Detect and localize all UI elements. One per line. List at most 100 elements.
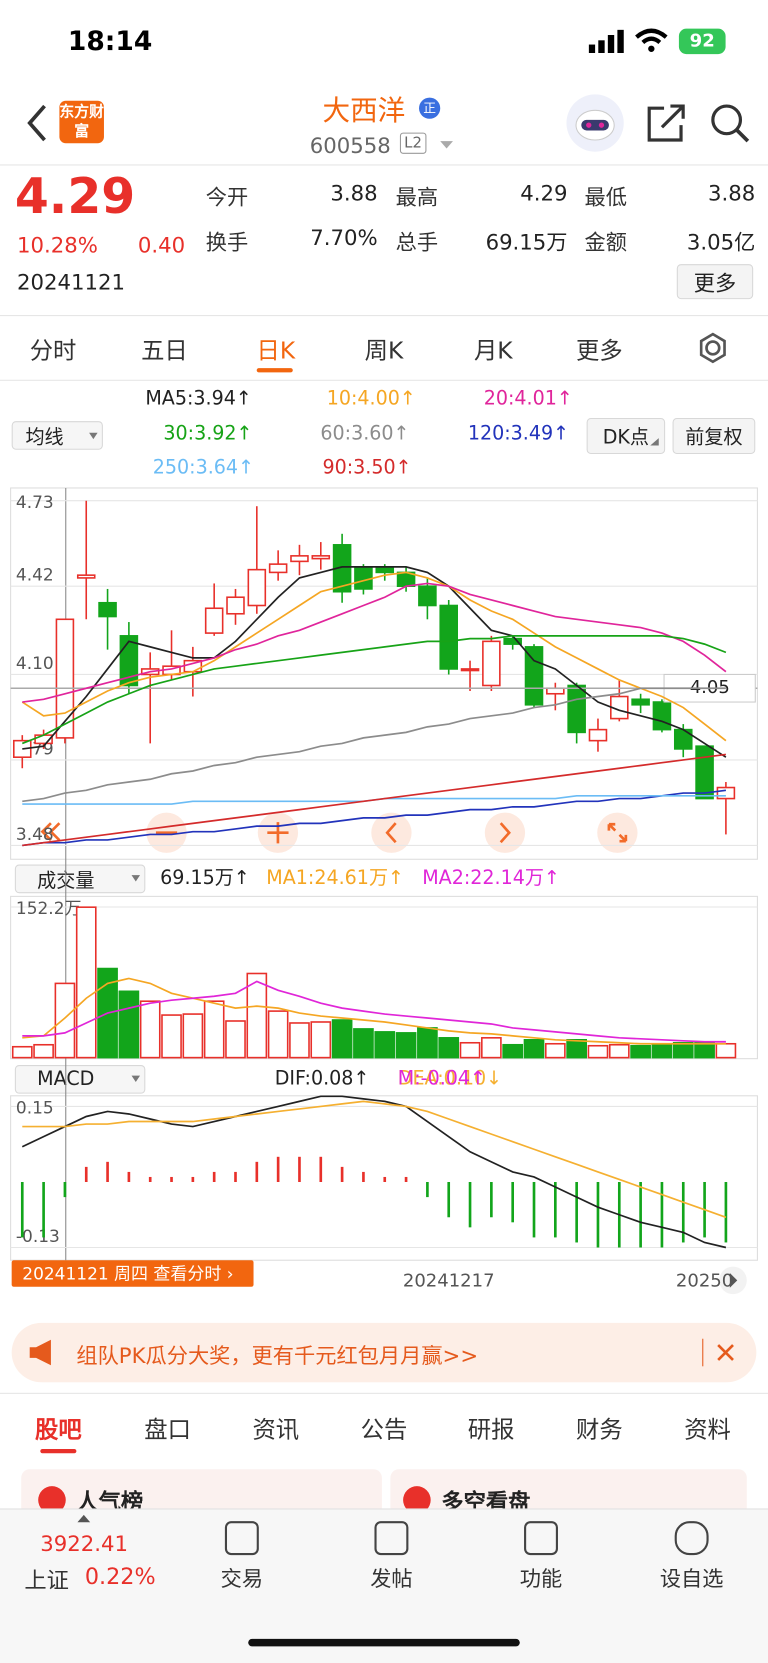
volume-bar (289, 1022, 310, 1059)
volume-bar (161, 1014, 182, 1059)
section-tab[interactable]: 资讯 (252, 1417, 300, 1444)
banner-close[interactable] (716, 1343, 735, 1362)
section-tab[interactable]: 研报 (467, 1417, 515, 1444)
y-tick-label: 3.48 (16, 825, 54, 845)
megaphone-icon (29, 1339, 51, 1366)
index-change[interactable]: 0.22% (84, 1563, 156, 1590)
banner-divider (702, 1338, 704, 1367)
nav-item[interactable]: 交易 (220, 1565, 264, 1592)
ma-line (22, 753, 727, 847)
volume-bar (246, 972, 268, 1059)
section-tab-underline (40, 1449, 77, 1454)
volume-bar (353, 1028, 374, 1059)
field-label: 最低 (584, 184, 627, 211)
y-tick-label: 4.73 (16, 493, 54, 513)
stock-code: 600558 (309, 132, 391, 159)
field-label: 金额 (584, 229, 627, 255)
period-tab[interactable]: 分时 (29, 338, 77, 365)
x-tick-label: 20250 (676, 1270, 733, 1291)
legend-entry: 10:4.00↑ (327, 386, 416, 409)
volume-bar (481, 1037, 502, 1059)
candle-body (652, 701, 672, 731)
candle-body (247, 568, 267, 607)
legend-entry: 60:3.60↑ (320, 421, 409, 444)
legend-entry: 120:3.49↑ (468, 421, 569, 444)
share-button[interactable] (645, 102, 687, 144)
y-tick-label: 4.42 (16, 566, 54, 586)
period-tab[interactable]: 月K (473, 338, 513, 365)
candle-body (460, 668, 480, 672)
period-tab[interactable]: 更多 (576, 338, 623, 365)
candle-body (588, 728, 608, 742)
ma-line (22, 566, 727, 758)
field-label: 今开 (205, 184, 249, 211)
adjust-button[interactable]: 前复权 (672, 417, 756, 455)
period-tab[interactable]: 周K (364, 338, 404, 365)
index-name[interactable]: 上证 (24, 1567, 69, 1594)
volume-frame (10, 895, 758, 1060)
chevron: › (226, 1263, 234, 1284)
candle-body (716, 786, 736, 800)
ma-line (21, 571, 727, 742)
chart-controls[interactable] (40, 812, 638, 853)
field-label: 最高 (395, 184, 439, 211)
more-button[interactable]: 更多 (676, 264, 754, 300)
date-tag-text: 20241121 周四 查看分时 (22, 1263, 222, 1284)
ma-line (22, 687, 726, 803)
ma-line (22, 789, 727, 847)
back-button[interactable] (23, 102, 51, 144)
status-time: 18:14 (67, 25, 153, 57)
section-tab[interactable]: 财务 (576, 1417, 623, 1444)
candle-body (76, 574, 96, 579)
volume-bar (672, 1041, 694, 1059)
volume-bar (459, 1041, 481, 1059)
last-price: 4.29 (14, 167, 136, 225)
home-indicator (248, 1638, 520, 1647)
volume-bar (694, 1041, 715, 1059)
volume-select[interactable]: 成交量 (14, 864, 146, 894)
nav-item[interactable]: 发帖 (370, 1565, 413, 1592)
y-tick-label: -0.13 (16, 1227, 60, 1247)
legend-entry: 90:3.50↑ (322, 455, 411, 478)
volume-bar (502, 1043, 524, 1059)
candle-body (546, 687, 565, 695)
dk-button[interactable]: DK点 (586, 417, 666, 455)
volume-bar (523, 1039, 545, 1059)
section-tab[interactable]: 资料 (684, 1417, 731, 1444)
promo-banner[interactable] (11, 1322, 757, 1383)
nav-item[interactable]: 功能 (519, 1565, 563, 1592)
signal-icon (588, 29, 624, 54)
volume-bar (608, 1043, 630, 1059)
nav-icon (674, 1521, 709, 1556)
volume-bar (651, 1043, 673, 1059)
search-button[interactable] (709, 102, 751, 144)
ma-line (21, 634, 727, 745)
date-tag[interactable]: 20241121 周四 查看分时 › (11, 1260, 254, 1287)
candle-body (55, 618, 75, 739)
period-tab[interactable]: 日K (256, 338, 296, 365)
assistant-avatar[interactable] (565, 93, 624, 152)
candle-body (524, 646, 544, 706)
section-tab[interactable]: 盘口 (144, 1417, 191, 1444)
nav-item[interactable]: 设自选 (659, 1565, 724, 1592)
index-value[interactable]: 3922.41 (40, 1530, 129, 1557)
ma-select[interactable]: 均线 (11, 421, 103, 450)
volume-bar (374, 1031, 396, 1059)
active-tab-underline (256, 368, 293, 373)
section-tab[interactable]: 公告 (360, 1417, 408, 1444)
macd-frame (10, 1095, 758, 1261)
badge: 正 (419, 97, 441, 119)
settings-button[interactable] (696, 331, 730, 365)
section-tab[interactable]: 股吧 (34, 1417, 82, 1444)
ma-line (21, 1095, 727, 1249)
macd-select[interactable]: MACD (14, 1065, 146, 1094)
candle-body (439, 604, 459, 670)
volume-bar (225, 1020, 246, 1059)
volume-bar (33, 1043, 54, 1059)
volume-bar (417, 1027, 438, 1059)
period-tab[interactable]: 五日 (141, 338, 188, 365)
dropdown-arrows (89, 432, 659, 1083)
field-value: 4.29 (520, 180, 568, 206)
nav-icon (524, 1521, 558, 1556)
